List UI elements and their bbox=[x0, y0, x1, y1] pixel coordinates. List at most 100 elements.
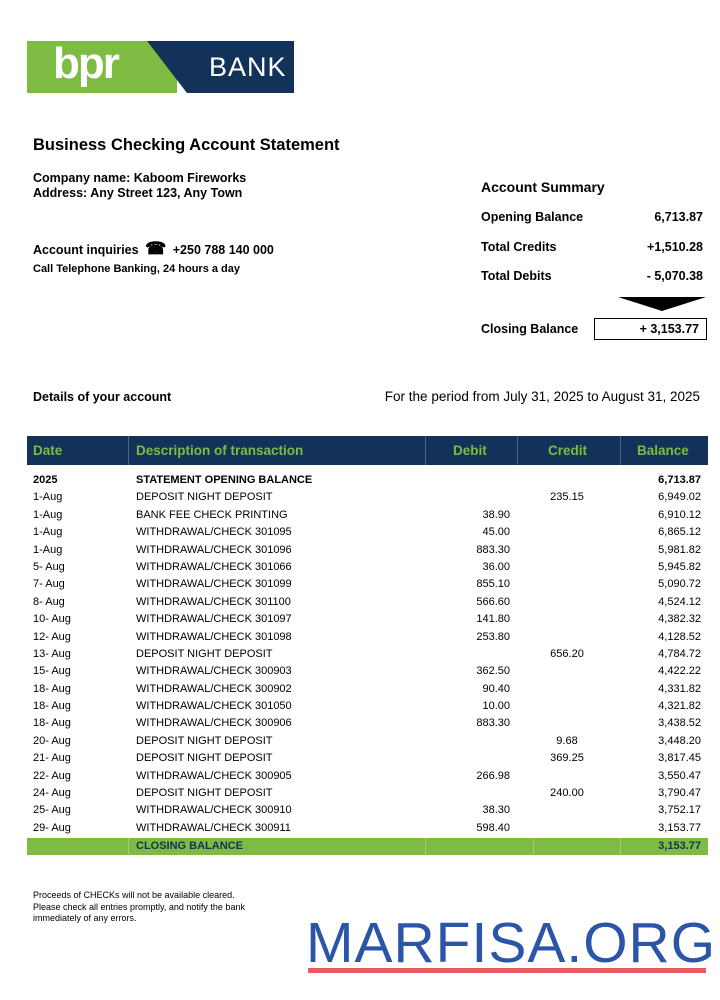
row-balance: 4,128.52 bbox=[658, 630, 701, 643]
row-balance: 4,331.82 bbox=[658, 682, 701, 695]
row-description: WITHDRAWAL/CHECK 300906 bbox=[136, 717, 292, 730]
row-debit: 10.00 bbox=[482, 700, 510, 713]
row-balance: 4,321.82 bbox=[658, 700, 701, 713]
row-date: 1-Aug bbox=[33, 526, 63, 539]
row-debit: 855.10 bbox=[476, 578, 510, 591]
table-row: 1-Aug WITHDRAWAL/CHECK 301095 45.00 6,865.1… bbox=[27, 524, 708, 541]
row-date: 8- Aug bbox=[33, 595, 65, 608]
credits-value: +1,510.28 bbox=[647, 240, 703, 254]
row-debit: 90.40 bbox=[482, 682, 510, 695]
row-credit: 235.15 bbox=[550, 491, 584, 504]
opening-balance-row: Opening Balance 6,713.87 bbox=[481, 210, 703, 224]
closing-balance-row: CLOSING BALANCE 3,153.77 bbox=[27, 838, 708, 855]
row-description: DEPOSIT NIGHT DEPOSIT bbox=[136, 734, 273, 747]
row-balance: 6,713.87 bbox=[658, 474, 701, 486]
transaction-list: 2025 STATEMENT OPENING BALANCE 6,713.87 1-A… bbox=[27, 472, 708, 837]
row-credit: 369.25 bbox=[550, 752, 584, 765]
row-balance: 4,422.22 bbox=[658, 665, 701, 678]
table-row: 21- Aug DEPOSIT NIGHT DEPOSIT 369.25 3,817.… bbox=[27, 750, 708, 767]
logo-brand: bpr bbox=[27, 41, 177, 93]
row-balance: 6,949.02 bbox=[658, 491, 701, 504]
row-debit: 45.00 bbox=[482, 526, 510, 539]
row-date: 21- Aug bbox=[33, 752, 71, 765]
row-description: WITHDRAWAL/CHECK 301098 bbox=[136, 630, 292, 643]
row-balance: 5,090.72 bbox=[658, 578, 701, 591]
table-row: 29- Aug WITHDRAWAL/CHECK 300911 598.40 3,15… bbox=[27, 820, 708, 837]
row-debit: 36.00 bbox=[482, 560, 510, 573]
table-row: 18- Aug WITHDRAWAL/CHECK 301050 10.00 4,321… bbox=[27, 698, 708, 715]
credits-label: Total Credits bbox=[481, 240, 557, 254]
row-description: WITHDRAWAL/CHECK 301097 bbox=[136, 613, 292, 626]
header-description: Description of transaction bbox=[136, 443, 304, 458]
inquiries-label: Account inquiries bbox=[33, 243, 139, 257]
row-balance: 4,524.12 bbox=[658, 595, 701, 608]
header-balance: Balance bbox=[637, 443, 689, 458]
header-debit: Debit bbox=[453, 443, 487, 458]
closing-balance-value: + 3,153.77 bbox=[594, 318, 707, 340]
row-date: 10- Aug bbox=[33, 613, 71, 626]
row-description: WITHDRAWAL/CHECK 300905 bbox=[136, 769, 292, 782]
total-debits-row: Total Debits - 5,070.38 bbox=[481, 269, 703, 283]
row-balance: 3,153.77 bbox=[658, 821, 701, 834]
summary-title: Account Summary bbox=[481, 179, 605, 195]
row-date: 18- Aug bbox=[33, 682, 71, 695]
table-row: 1-Aug DEPOSIT NIGHT DEPOSIT 235.15 6,949.02 bbox=[27, 489, 708, 506]
page-title: Business Checking Account Statement bbox=[33, 136, 340, 154]
table-row: 5- Aug WITHDRAWAL/CHECK 301066 36.00 5,945.… bbox=[27, 559, 708, 576]
row-debit: 883.30 bbox=[476, 543, 510, 556]
opening-value: 6,713.87 bbox=[654, 210, 703, 224]
header-date: Date bbox=[33, 443, 63, 458]
row-date: 12- Aug bbox=[33, 630, 71, 643]
row-balance: 3,790.47 bbox=[658, 787, 701, 800]
row-description: WITHDRAWAL/CHECK 301096 bbox=[136, 543, 292, 556]
row-description: BANK FEE CHECK PRINTING bbox=[136, 508, 288, 521]
row-date: 22- Aug bbox=[33, 769, 71, 782]
row-debit: 883.30 bbox=[476, 717, 510, 730]
row-balance: 3,550.47 bbox=[658, 769, 701, 782]
row-description: DEPOSIT NIGHT DEPOSIT bbox=[136, 752, 273, 765]
row-debit: 266.98 bbox=[476, 769, 510, 782]
row-description: DEPOSIT NIGHT DEPOSIT bbox=[136, 787, 273, 800]
row-date: 1-Aug bbox=[33, 508, 63, 521]
row-balance: 5,945.82 bbox=[658, 560, 701, 573]
row-date: 5- Aug bbox=[33, 560, 65, 573]
closing-row-value: 3,153.77 bbox=[658, 840, 701, 852]
header-credit: Credit bbox=[548, 443, 588, 458]
company-name: Company name: Kaboom Fireworks bbox=[33, 171, 247, 185]
row-debit: 598.40 bbox=[476, 821, 510, 834]
telephone-banking-note: Call Telephone Banking, 24 hours a day bbox=[33, 263, 241, 275]
row-date: 29- Aug bbox=[33, 821, 71, 834]
row-credit: 240.00 bbox=[550, 787, 584, 800]
table-row: 8- Aug WITHDRAWAL/CHECK 301100 566.60 4,524… bbox=[27, 594, 708, 611]
row-date: 1-Aug bbox=[33, 543, 63, 556]
row-balance: 3,438.52 bbox=[658, 717, 701, 730]
debits-label: Total Debits bbox=[481, 269, 552, 283]
row-date: 15- Aug bbox=[33, 665, 71, 678]
row-date: 18- Aug bbox=[33, 700, 71, 713]
table-row: 1-Aug WITHDRAWAL/CHECK 301096 883.30 5,981.… bbox=[27, 542, 708, 559]
closing-row-label: CLOSING BALANCE bbox=[136, 840, 243, 852]
watermark: MARFISA.ORG bbox=[306, 911, 717, 975]
row-balance: 6,865.12 bbox=[658, 526, 701, 539]
row-date: 20- Aug bbox=[33, 734, 71, 747]
table-row: 7- Aug WITHDRAWAL/CHECK 301099 855.10 5,090… bbox=[27, 576, 708, 593]
row-balance: 4,784.72 bbox=[658, 647, 701, 660]
row-balance: 5,981.82 bbox=[658, 543, 701, 556]
row-balance: 3,817.45 bbox=[658, 752, 701, 765]
row-balance: 3,752.17 bbox=[658, 804, 701, 817]
row-description: WITHDRAWAL/CHECK 300911 bbox=[136, 821, 291, 834]
row-description: DEPOSIT NIGHT DEPOSIT bbox=[136, 491, 273, 504]
table-row: 24- Aug DEPOSIT NIGHT DEPOSIT 240.00 3,790.… bbox=[27, 785, 708, 802]
closing-balance-label: Closing Balance bbox=[481, 322, 579, 336]
row-debit: 38.30 bbox=[482, 804, 510, 817]
row-description: WITHDRAWAL/CHECK 301100 bbox=[136, 595, 291, 608]
details-label: Details of your account bbox=[33, 390, 172, 404]
debits-value: - 5,070.38 bbox=[646, 269, 703, 283]
table-row: 25- Aug WITHDRAWAL/CHECK 300910 38.30 3,752… bbox=[27, 802, 708, 819]
table-row: 12- Aug WITHDRAWAL/CHECK 301098 253.80 4,12… bbox=[27, 629, 708, 646]
row-description: DEPOSIT NIGHT DEPOSIT bbox=[136, 647, 273, 660]
row-balance: 6,910.12 bbox=[658, 508, 701, 521]
table-row: 18- Aug WITHDRAWAL/CHECK 300906 883.30 3,43… bbox=[27, 715, 708, 732]
watermark-underline bbox=[308, 968, 706, 973]
row-description: WITHDRAWAL/CHECK 301050 bbox=[136, 700, 292, 713]
